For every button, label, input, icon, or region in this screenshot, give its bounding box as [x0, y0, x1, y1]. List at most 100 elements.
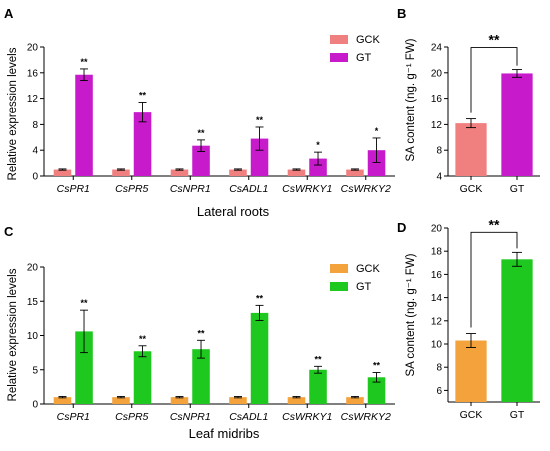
- x-tick-label: CsPR1: [57, 411, 90, 423]
- bar-gck: [229, 397, 247, 404]
- y-tick-label: 8: [32, 120, 38, 131]
- legend-label: GT: [356, 52, 372, 64]
- x-tick-label: CsNPR1: [170, 411, 211, 423]
- significance-bracket: [470, 47, 518, 113]
- significance-mark: **: [256, 115, 264, 125]
- x-tick-label: GT: [510, 183, 525, 195]
- legend-label: GCK: [356, 263, 381, 275]
- panel-a-ylabel: Relative expression levels: [7, 47, 19, 180]
- panel-c-xlabel: Leaf midribs: [189, 426, 260, 441]
- bar-gt: [367, 377, 386, 404]
- bar-gck: [170, 169, 189, 176]
- significance-mark: **: [139, 90, 147, 100]
- significance-mark: **: [489, 32, 500, 48]
- y-tick-label: 16: [431, 270, 443, 281]
- bar-gck: [346, 169, 364, 176]
- bar-gt: [75, 331, 93, 404]
- bar-gck: [346, 397, 364, 404]
- bar-gck: [112, 169, 130, 176]
- legend-swatch: [330, 264, 348, 273]
- x-tick-label: CsWRKY1: [282, 411, 332, 423]
- y-tick-label: 4: [32, 146, 38, 157]
- panel-c-plot: 0 5 10 15 20 CsPR1 ** CsPR5 ** CsNPR1 ** CsADL1 ** Cs…: [27, 263, 395, 423]
- y-tick-label: 10: [27, 331, 39, 342]
- y-tick-label: 0: [32, 172, 38, 183]
- bar-gck: [53, 397, 72, 404]
- y-tick-label: 10: [431, 340, 443, 351]
- x-tick-label: CsADL1: [229, 183, 268, 195]
- significance-mark: **: [256, 293, 264, 303]
- y-tick-label: 14: [431, 293, 443, 304]
- x-tick-label: CsNPR1: [170, 183, 211, 195]
- x-tick-label: CsPR5: [115, 183, 148, 195]
- x-tick-label: CsWRKY2: [341, 183, 391, 195]
- bar-gck: [455, 123, 487, 176]
- panel-label-a: A: [4, 6, 14, 21]
- bar-gt: [501, 259, 533, 402]
- bar-gck: [287, 169, 306, 176]
- bar-gck: [53, 169, 72, 176]
- panel-a: A Relative expression levels Lateral roo…: [4, 6, 395, 219]
- bar-gt: [192, 145, 210, 176]
- y-tick-label: 20: [27, 263, 39, 274]
- bar-gt: [367, 150, 386, 176]
- x-tick-label: GT: [510, 409, 525, 421]
- panel-label-d: D: [397, 220, 406, 235]
- x-tick-label: GCK: [460, 409, 483, 421]
- legend-swatch: [330, 35, 348, 44]
- panel-label-b: B: [397, 6, 406, 21]
- x-tick-label: CsWRKY1: [282, 183, 332, 195]
- y-tick-label: 5: [32, 365, 38, 376]
- y-tick-label: 20: [431, 68, 443, 79]
- bar-gck: [112, 397, 130, 404]
- significance-mark: **: [81, 57, 89, 67]
- y-tick-label: 18: [431, 247, 443, 258]
- legend-label: GT: [356, 281, 372, 293]
- significance-mark: *: [375, 126, 379, 136]
- y-tick-label: 20: [431, 224, 443, 235]
- x-tick-label: CsPR1: [57, 183, 90, 195]
- panel-c-ylabel: Relative expression levels: [7, 268, 19, 401]
- x-tick-label: CsPR5: [115, 411, 148, 423]
- significance-mark: **: [489, 216, 500, 232]
- y-tick-label: 24: [431, 43, 443, 54]
- significance-mark: **: [139, 334, 147, 344]
- bar-gt: [309, 158, 327, 176]
- panel-b-plot: 4 8 12 16 20 24 GCK GT **: [431, 32, 540, 195]
- y-tick-label: 0: [32, 400, 38, 411]
- legend-swatch: [330, 282, 348, 291]
- bar-gt: [250, 138, 269, 176]
- significance-mark: **: [81, 298, 89, 308]
- y-tick-label: 6: [436, 386, 442, 397]
- bar-gt: [133, 112, 152, 176]
- bar-gt: [75, 74, 93, 176]
- x-tick-label: CsADL1: [229, 411, 268, 423]
- significance-mark: **: [198, 328, 206, 338]
- panel-a-plot: 048121620CsPR1**CsPR5**CsNPR1**CsADL1**C…: [27, 34, 395, 195]
- bar-gt: [250, 312, 269, 404]
- bar-gck: [287, 397, 306, 404]
- bar-gck: [229, 169, 247, 176]
- panel-a-xlabel: Lateral roots: [197, 204, 270, 219]
- legend-swatch: [330, 53, 348, 62]
- bar-gt: [192, 349, 210, 404]
- x-tick-label: CsWRKY2: [341, 411, 391, 423]
- x-tick-label: GCK: [460, 183, 483, 195]
- panel-d-ylabel: SA content (ng. g⁻¹ FW): [405, 253, 417, 376]
- legend-label: GCK: [356, 34, 381, 46]
- significance-mark: **: [198, 128, 206, 138]
- y-tick-label: 16: [27, 68, 39, 79]
- y-tick-label: 12: [431, 316, 443, 327]
- bar-gck: [170, 397, 189, 404]
- y-tick-label: 20: [27, 43, 39, 54]
- significance-bracket: [470, 231, 518, 328]
- panel-d: D SA content (ng. g⁻¹ FW) 6 8 10 12 14 16 18 20…: [397, 216, 540, 421]
- significance-mark: **: [315, 354, 323, 364]
- y-tick-label: 8: [436, 363, 442, 374]
- bar-gt: [501, 73, 533, 176]
- bar-gt: [309, 369, 327, 404]
- panel-b-ylabel: SA content (ng. g⁻¹ FW): [405, 38, 417, 161]
- panel-c: C Relative expression levels Leaf midrib…: [4, 224, 395, 441]
- bar-gck: [455, 340, 487, 402]
